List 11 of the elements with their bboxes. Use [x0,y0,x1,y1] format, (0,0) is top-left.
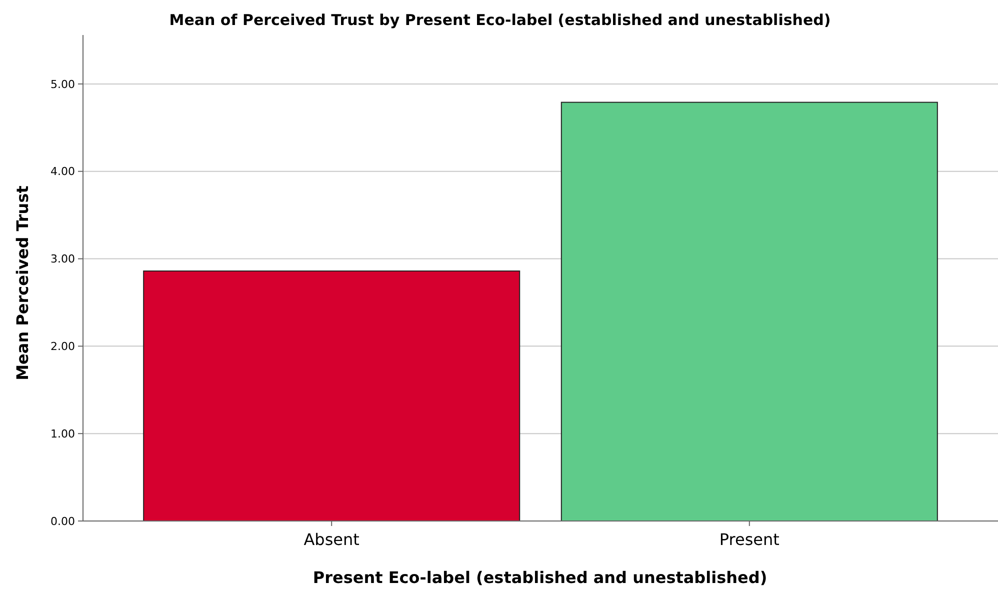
x-tick-label: Absent [304,530,360,549]
x-axis-title: Present Eco-label (established and unestablished) [312,568,768,587]
y-tick-label: 2.00 [50,340,75,354]
y-tick-label: 1.00 [50,427,75,440]
y-tick-label: 3.00 [50,252,75,266]
y-tick-label: 4.00 [50,165,75,178]
x-tick-label: Present [719,530,780,549]
y-tick-label: 0.00 [50,514,75,528]
y-tick-label: 5.00 [50,78,75,91]
y-axis-title: Mean Perceived Trust [13,185,32,380]
chart-title: Mean of Perceived Trust by Present Eco-label (established and unestablished) [169,11,831,29]
